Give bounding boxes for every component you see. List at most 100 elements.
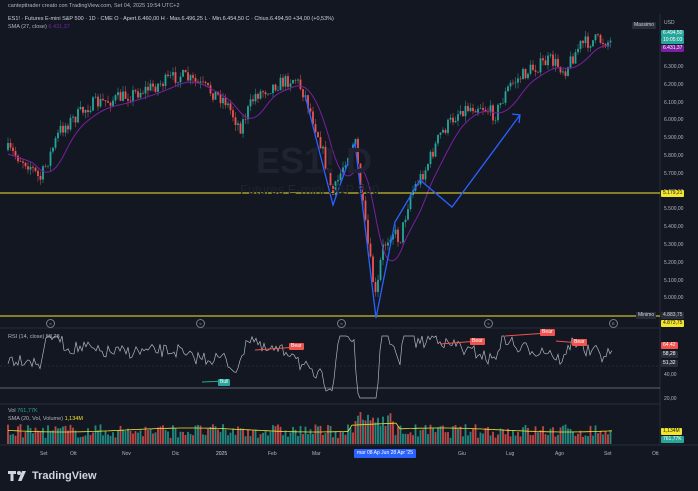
volume-bar xyxy=(197,424,199,444)
candle-body xyxy=(542,58,544,61)
volume-bar xyxy=(484,428,487,444)
candle-body xyxy=(14,151,17,156)
rsi-legend[interactable]: RSI (14, close) 58,28 xyxy=(8,334,60,340)
volume-legend-label: Vol xyxy=(8,408,16,414)
pattern-arrowhead xyxy=(511,113,521,124)
volume-bar xyxy=(594,425,597,444)
volume-bar xyxy=(492,431,494,444)
volume-bar xyxy=(572,431,574,444)
volume-bar xyxy=(232,428,234,444)
volume-bar xyxy=(589,425,592,444)
candle-body xyxy=(439,132,442,135)
candle-body xyxy=(554,58,557,66)
volume-bar xyxy=(404,433,407,444)
candle-body xyxy=(122,91,124,101)
candle-body xyxy=(32,166,34,168)
volume-bar xyxy=(212,424,214,444)
volume-bar xyxy=(334,431,337,444)
event-icon[interactable]: ≈ xyxy=(46,319,55,328)
rsi-tag-upper: 64,42 xyxy=(661,342,678,349)
volume-bar xyxy=(79,437,82,444)
volume-bar xyxy=(277,424,279,444)
candle-body xyxy=(327,168,329,170)
volume-bar xyxy=(542,426,544,444)
month-label: Giu xyxy=(458,451,466,457)
candle-body xyxy=(87,110,89,113)
volume-bar xyxy=(29,428,32,444)
candle-body xyxy=(452,117,454,123)
volume-bar xyxy=(222,424,224,444)
event-icon[interactable]: ≈ xyxy=(196,319,205,328)
sma-legend[interactable]: SMA (27, close) 6.431,37 xyxy=(8,24,70,30)
volume-bar xyxy=(457,428,459,444)
volume-bar xyxy=(169,437,172,444)
volume-bar xyxy=(602,434,604,444)
candle-body xyxy=(557,58,559,67)
candle-body xyxy=(44,166,47,167)
volume-legend[interactable]: Vol 761,77K xyxy=(8,408,38,414)
candle-body xyxy=(549,54,552,56)
event-icon[interactable]: ≈ xyxy=(337,319,346,328)
month-label: Lug xyxy=(506,451,515,457)
bear-marker[interactable]: Bear xyxy=(470,338,485,345)
volume-sma-legend[interactable]: SMA (20, Vol, Volume) 1,134M xyxy=(8,416,83,422)
bull-marker[interactable]: Bull xyxy=(218,379,231,386)
minimo-value-tag: 4.883,75 xyxy=(661,312,685,319)
symbol-info[interactable]: ES1! · Futures E-mini S&P 500 · 1D · CME… xyxy=(8,16,334,22)
volume-bar xyxy=(592,435,594,444)
volume-bar xyxy=(494,437,497,444)
rsi-tick-20: 20,00 xyxy=(664,396,677,402)
volume-bar xyxy=(384,425,387,444)
month-label: Feb xyxy=(268,451,277,457)
bear-marker[interactable]: Bear xyxy=(572,339,587,346)
candle-body xyxy=(567,67,569,76)
volume-bar xyxy=(607,434,609,444)
volume-bar xyxy=(179,431,182,444)
candle-body xyxy=(609,40,612,43)
candle-body xyxy=(97,96,99,107)
volume-bar xyxy=(527,427,529,444)
volume-bar xyxy=(557,434,559,444)
volume-bar xyxy=(47,425,49,444)
volume-bar xyxy=(282,435,284,444)
candle-body xyxy=(297,79,299,81)
volume-bar xyxy=(12,434,14,444)
currency-label[interactable]: USD xyxy=(664,20,675,26)
price-tick-label: 6.100,00 xyxy=(664,99,684,106)
price-tick-label: 5.200,00 xyxy=(664,259,684,266)
candle-body xyxy=(334,181,337,195)
volume-bar xyxy=(469,431,472,444)
volume-sma-line xyxy=(7,422,613,433)
candle-body xyxy=(534,70,537,72)
rsi-line xyxy=(7,335,613,399)
volume-bar xyxy=(604,431,607,444)
volume-bar xyxy=(237,426,239,444)
sma-price-tag: 6.431,37 xyxy=(661,45,685,52)
candle-body xyxy=(144,86,147,94)
candle-body xyxy=(167,74,169,77)
event-icon[interactable]: ≈ xyxy=(484,319,493,328)
month-label: 2025 xyxy=(216,451,228,457)
volume-bar xyxy=(392,421,394,444)
volume-bar xyxy=(447,432,449,444)
event-icon[interactable]: E xyxy=(609,319,618,328)
tradingview-logo[interactable]: TradingView xyxy=(8,470,97,482)
candle-body xyxy=(484,109,487,112)
volume-bar xyxy=(92,432,94,444)
candle-body xyxy=(204,81,207,84)
price-tick-label: 5.800,00 xyxy=(664,153,684,159)
volume-bar xyxy=(462,436,464,444)
volume-bar xyxy=(17,426,19,444)
volume-bar xyxy=(562,425,564,444)
candle-body xyxy=(59,125,62,133)
volume-bar xyxy=(32,433,34,444)
volume-bar xyxy=(582,436,584,444)
bear-marker[interactable]: Bear xyxy=(289,343,304,350)
rsi-tag-value: 58,28 xyxy=(661,351,678,358)
volume-bar xyxy=(129,431,132,444)
candle-body xyxy=(504,91,507,103)
bear-marker[interactable]: Bear xyxy=(540,329,555,336)
volume-bar xyxy=(164,429,167,444)
candle-body xyxy=(474,111,477,113)
